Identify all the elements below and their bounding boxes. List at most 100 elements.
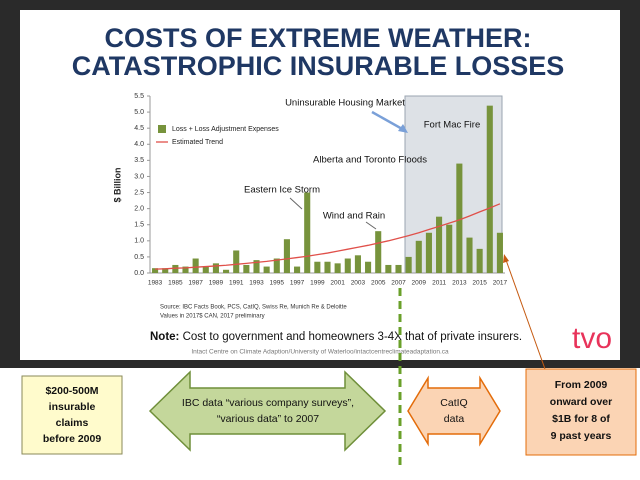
bar (314, 261, 321, 273)
bar (425, 232, 432, 273)
bar (344, 258, 351, 273)
bar (446, 224, 453, 273)
x-tick-label: 1985 (168, 280, 183, 287)
x-tick-label: 2011 (432, 280, 446, 287)
bar (334, 263, 341, 273)
bar (192, 258, 199, 273)
bar (496, 232, 503, 273)
bar (172, 264, 179, 273)
pointer-line (505, 259, 546, 370)
callout-text: before 2009 (43, 433, 102, 445)
x-tick-label: 1987 (188, 280, 203, 287)
legend-label: Estimated Trend (172, 139, 223, 146)
callout-text: IBC data “various company surveys”, (182, 397, 354, 409)
annotation-leader (289, 197, 303, 210)
annotation-arrowhead (398, 124, 408, 133)
bar (324, 261, 331, 273)
bar (182, 266, 189, 273)
annotation-arrow (371, 110, 405, 132)
bar (202, 266, 209, 273)
bar (212, 263, 219, 273)
bar (405, 256, 412, 273)
note: Note: Cost to government and homeowners … (150, 331, 522, 343)
title-line: CATASTROPHIC INSURABLE LOSSES (72, 51, 565, 81)
source-line: Source: IBC Facts Book, PCS, CatIQ, Swis… (160, 305, 347, 311)
note-text: Cost to government and homeowners 3-4X t… (183, 331, 522, 343)
x-tick-label: 1991 (229, 280, 244, 287)
y-tick-label: 4.5 (134, 125, 144, 132)
callout-text: data (444, 413, 465, 425)
note-label: Note: (150, 331, 179, 343)
y-tick-label: 2.0 (134, 205, 144, 212)
bar (476, 248, 483, 273)
bar (263, 266, 270, 273)
y-tick-label: 3.5 (134, 157, 144, 164)
y-tick-label: 2.5 (134, 189, 144, 196)
x-tick-label: 1999 (310, 280, 325, 287)
callout-text: CatIQ (440, 397, 467, 409)
x-tick-label: 2003 (351, 280, 366, 287)
x-tick-label: 2017 (493, 280, 508, 287)
y-tick-label: 5.0 (134, 109, 144, 116)
bar (253, 260, 260, 273)
callout-text: onward over (550, 396, 612, 408)
title-line: COSTS OF EXTREME WEATHER: (104, 23, 531, 53)
y-tick-label: 5.5 (134, 93, 144, 100)
annotation-leader (365, 221, 377, 230)
bar (375, 231, 382, 273)
catiq-arrow (407, 375, 501, 447)
bar (466, 237, 473, 273)
legend-label: Loss + Loss Adjustment Expenses (172, 126, 279, 133)
x-tick-label: 1995 (270, 280, 285, 287)
x-tick-label: 1989 (209, 280, 224, 287)
since-2009-box (525, 368, 637, 456)
y-tick-label: 0.5 (134, 254, 144, 261)
x-tick-label: 1997 (290, 280, 305, 287)
bar (283, 239, 290, 273)
x-tick-label: 1993 (249, 280, 264, 287)
x-tick-label: 2007 (391, 280, 406, 287)
bar (385, 264, 392, 273)
y-tick-label: 0.0 (134, 270, 144, 277)
x-tick-label: 2009 (412, 280, 427, 287)
x-tick-label: 2005 (371, 280, 386, 287)
x-tick-label: 2001 (330, 280, 345, 287)
callout-text: From 2009 (555, 379, 608, 391)
logo: tvo (572, 322, 612, 355)
y-axis-label: $ Billion (112, 167, 122, 202)
y-tick-label: 3.0 (134, 173, 144, 180)
x-tick-label: 1983 (148, 280, 163, 287)
y-tick-label: 1.0 (134, 238, 144, 245)
bar (486, 105, 493, 274)
bar (395, 264, 402, 273)
callout-text: “various data” to 2007 (217, 413, 319, 425)
annotation: Uninsurable Housing Market (285, 98, 405, 109)
bar (223, 269, 230, 273)
annotation: Alberta and Toronto Floods (313, 155, 427, 166)
callout-text: 9 past years (551, 430, 612, 442)
bar (294, 266, 301, 273)
footer: Intact Centre on Climate Adaption/Univer… (191, 349, 449, 356)
trend-line (155, 203, 501, 270)
claims-box (21, 375, 123, 455)
y-tick-label: 1.5 (134, 222, 144, 229)
bar (273, 258, 280, 273)
callout-text: $1B for 8 of (552, 413, 610, 425)
source-line: Values in 2017$ CAN, 2017 preliminary (160, 314, 265, 320)
bar (354, 255, 361, 273)
ibc-arrow (148, 370, 387, 452)
bar (456, 163, 463, 273)
bar (233, 250, 240, 273)
annotation: Wind and Rain (323, 211, 385, 222)
x-tick-label: 2013 (452, 280, 467, 287)
bar (243, 264, 250, 273)
pointer-head (503, 254, 509, 263)
y-tick-label: 4.0 (134, 141, 144, 148)
annotation: Eastern Ice Storm (244, 185, 320, 196)
bar (304, 192, 311, 273)
callout-text: $200-500M (45, 385, 98, 397)
bar (152, 268, 159, 273)
x-tick-label: 2015 (472, 280, 487, 287)
bar (415, 240, 422, 273)
